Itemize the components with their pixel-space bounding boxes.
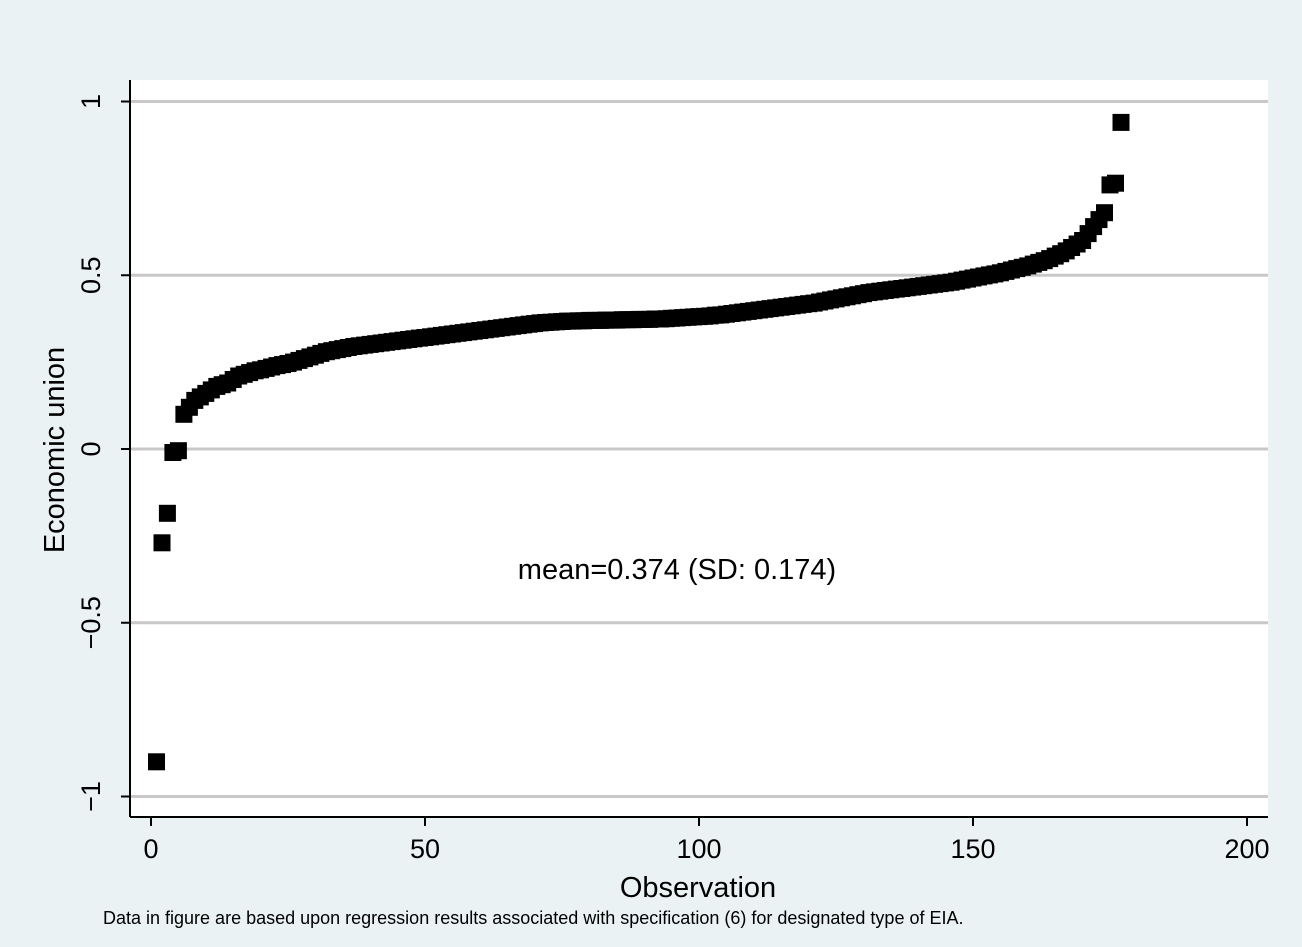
data-point — [1112, 113, 1130, 131]
x-tick-label: 150 — [950, 834, 995, 864]
x-axis-ticks: 0 50 100 150 200 — [143, 817, 1270, 864]
data-point — [1096, 204, 1113, 222]
data-point — [158, 504, 176, 522]
y-tick-label: −1 — [76, 781, 106, 812]
data-point — [153, 534, 171, 552]
data-point — [1107, 174, 1124, 192]
gridlines — [130, 100, 1268, 798]
x-tick-label: 0 — [143, 834, 158, 864]
mean-annotation: mean=0.374 (SD: 0.174) — [518, 554, 836, 586]
y-axis-ticks: −1 −0.5 0 0.5 1 — [76, 94, 130, 812]
data-point — [148, 753, 165, 771]
x-tick-label: 100 — [676, 834, 721, 864]
figure-note: Data in figure are based upon regression… — [103, 908, 963, 928]
y-tick-label: 1 — [76, 94, 106, 109]
data-point — [169, 442, 187, 460]
y-tick-label: 0 — [76, 441, 106, 456]
x-tick-label: 200 — [1224, 834, 1269, 864]
y-tick-label: 0.5 — [76, 256, 106, 294]
y-axis-label: Economic union — [39, 347, 71, 553]
x-axis-label: Observation — [620, 872, 776, 904]
x-tick-label: 50 — [410, 834, 440, 864]
data-points — [148, 113, 1130, 771]
y-tick-label: −0.5 — [76, 596, 106, 649]
